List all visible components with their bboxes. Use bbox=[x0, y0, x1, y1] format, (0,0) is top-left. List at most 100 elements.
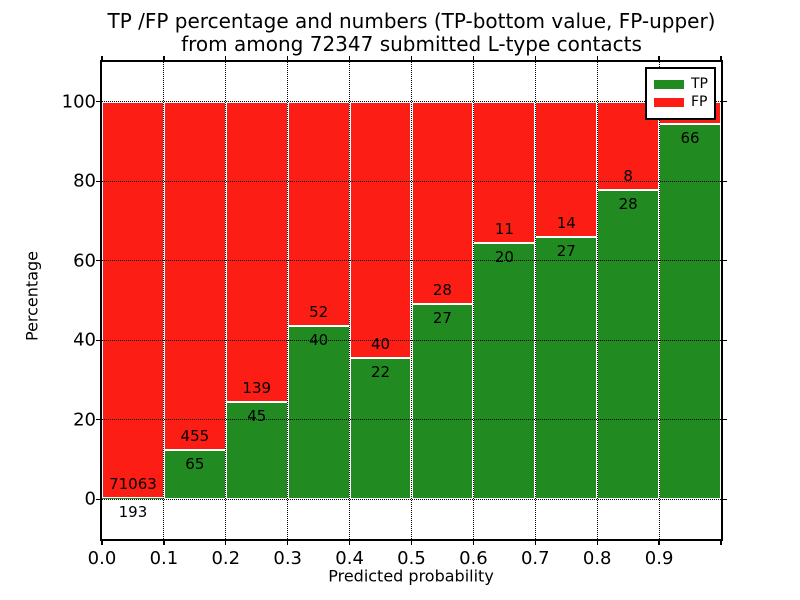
y-tick bbox=[96, 260, 100, 262]
tp-bar-segment bbox=[287, 326, 350, 500]
y-gridline bbox=[102, 498, 721, 500]
x-gridline bbox=[287, 62, 289, 539]
x-tick-label: 0.9 bbox=[644, 548, 674, 569]
x-tick bbox=[472, 541, 475, 545]
y-tick-label: 20 bbox=[73, 409, 96, 431]
fp-count-label: 8 bbox=[623, 167, 633, 186]
x-tick-label: 0.0 bbox=[87, 548, 117, 569]
y-tick bbox=[723, 498, 727, 500]
tp-count-label: 66 bbox=[680, 129, 700, 148]
tp-count-label: 40 bbox=[309, 331, 329, 350]
y-tick bbox=[723, 101, 727, 103]
tp-bar-segment bbox=[473, 242, 536, 500]
legend-row-tp: TP bbox=[654, 76, 708, 92]
chart-title-line2: from among 72347 submitted L-type contac… bbox=[181, 32, 642, 56]
y-axis-label: Percentage bbox=[22, 250, 42, 342]
x-tick-label: 0.4 bbox=[335, 548, 364, 569]
x-tick bbox=[225, 541, 227, 545]
x-tick bbox=[163, 541, 165, 545]
x-gridline bbox=[534, 62, 536, 539]
tp-count-label: 45 bbox=[247, 407, 267, 426]
x-tick bbox=[163, 56, 165, 60]
y-gridline bbox=[102, 260, 721, 262]
x-tick bbox=[348, 56, 351, 60]
legend: TP FP bbox=[645, 67, 716, 120]
y-tick bbox=[96, 419, 100, 421]
tp-count-label: 28 bbox=[618, 195, 638, 214]
x-tick bbox=[596, 541, 598, 545]
y-gridline bbox=[102, 419, 721, 421]
fp-count-label: 71063 bbox=[109, 475, 157, 494]
y-tick bbox=[723, 339, 727, 341]
x-tick bbox=[658, 541, 660, 545]
x-tick bbox=[596, 56, 598, 60]
tp-count-label: 65 bbox=[185, 454, 205, 473]
x-tick-label: 0.8 bbox=[582, 548, 612, 569]
tp-bar-segment bbox=[225, 402, 288, 500]
x-tick bbox=[472, 56, 475, 60]
y-tick-label: 60 bbox=[73, 250, 96, 272]
y-tick bbox=[96, 498, 100, 500]
x-tick bbox=[720, 56, 722, 60]
tp-count-label: 20 bbox=[494, 247, 514, 266]
fp-bar-segment bbox=[411, 101, 474, 305]
x-axis-label: Predicted probability bbox=[328, 566, 494, 586]
x-gridline bbox=[225, 62, 227, 539]
x-tick bbox=[225, 56, 227, 60]
y-tick-label: 100 bbox=[61, 91, 96, 113]
y-tick bbox=[96, 180, 100, 182]
plot-area: 71063 193 455 65 139 45 52 40 40 22 28 27 11 20 14 27 8 2… bbox=[100, 60, 723, 541]
x-gridline bbox=[472, 62, 474, 539]
y-gridline bbox=[102, 180, 721, 182]
tp-bar-segment bbox=[411, 304, 474, 500]
fp-count-label: 455 bbox=[180, 426, 210, 445]
x-tick bbox=[410, 56, 413, 60]
x-tick bbox=[348, 541, 351, 545]
fp-bar-segment bbox=[102, 101, 164, 499]
x-tick bbox=[658, 56, 660, 60]
tp-count-label: 27 bbox=[432, 309, 452, 328]
legend-swatch-tp bbox=[654, 79, 684, 89]
x-tick bbox=[287, 541, 289, 545]
legend-label: FP bbox=[691, 94, 708, 110]
x-gridline bbox=[411, 62, 412, 539]
x-tick-label: 0.3 bbox=[273, 548, 303, 569]
tp-bar-segment bbox=[349, 358, 412, 500]
x-tick-label: 0.7 bbox=[520, 548, 550, 569]
x-gridline bbox=[596, 62, 598, 539]
y-tick-label: 80 bbox=[73, 170, 96, 192]
legend-label: TP bbox=[691, 76, 708, 92]
x-tick bbox=[287, 56, 289, 60]
fp-bar-segment bbox=[225, 101, 288, 403]
tp-bar-segment bbox=[597, 190, 660, 500]
tp-bar-segment bbox=[102, 498, 164, 500]
fp-count-label: 14 bbox=[556, 214, 576, 233]
tp-count-label: 193 bbox=[118, 503, 148, 522]
x-tick bbox=[101, 56, 103, 60]
fp-bar-segment bbox=[287, 101, 350, 327]
x-tick bbox=[720, 541, 722, 545]
x-tick bbox=[410, 541, 413, 545]
x-tick-label: 0.6 bbox=[459, 548, 488, 569]
y-tick-label: 40 bbox=[73, 329, 96, 351]
y-tick bbox=[723, 419, 727, 421]
fp-count-label: 28 bbox=[432, 281, 452, 300]
y-tick bbox=[96, 339, 100, 341]
x-tick-label: 0.2 bbox=[211, 548, 241, 569]
legend-swatch-fp bbox=[654, 97, 684, 107]
tp-count-label: 27 bbox=[556, 242, 576, 261]
x-tick-label: 0.5 bbox=[397, 548, 426, 569]
y-gridline bbox=[102, 101, 721, 103]
chart-title-line1: TP /FP percentage and numbers (TP-bottom… bbox=[107, 9, 716, 33]
fp-bar-segment bbox=[163, 101, 226, 450]
x-tick bbox=[534, 56, 536, 60]
x-tick bbox=[534, 541, 536, 545]
x-gridline bbox=[163, 62, 165, 539]
x-gridline bbox=[349, 62, 351, 539]
x-gridline bbox=[658, 62, 660, 539]
fp-bar-segment bbox=[349, 101, 412, 359]
y-tick-label: 0 bbox=[84, 488, 96, 510]
legend-row-fp: FP bbox=[654, 94, 708, 110]
y-tick bbox=[723, 180, 727, 182]
fp-count-label: 139 bbox=[242, 379, 272, 398]
